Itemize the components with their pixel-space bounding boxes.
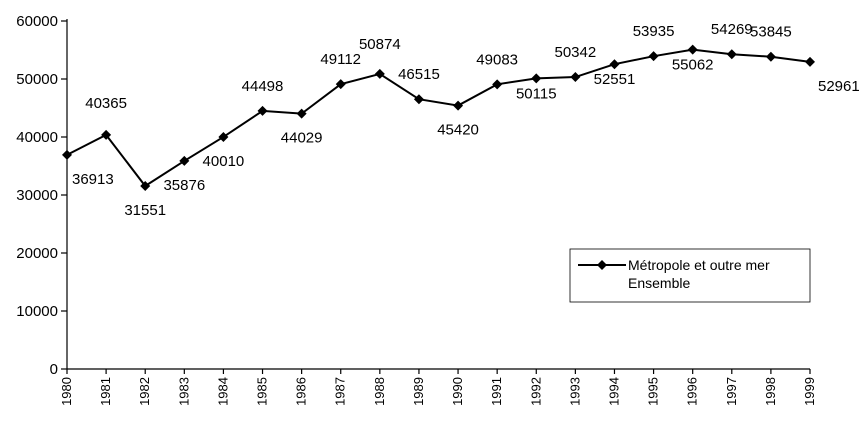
x-tick-label: 1986 (294, 377, 309, 406)
x-tick-label: 1984 (215, 377, 230, 406)
x-tick-label: 1995 (646, 377, 661, 406)
x-tick-label: 1981 (98, 377, 113, 406)
y-tick-label: 0 (50, 361, 58, 378)
data-label: 50342 (555, 44, 597, 61)
data-label: 53935 (633, 23, 675, 40)
data-label: 44029 (281, 130, 323, 147)
data-point-marker (726, 49, 737, 60)
data-label: 50874 (359, 36, 401, 53)
data-point-marker (805, 56, 815, 67)
x-tick-label: 1998 (763, 377, 778, 406)
x-tick-label: 1990 (450, 377, 465, 406)
data-label: 49112 (320, 51, 361, 68)
data-point-marker (296, 108, 307, 119)
x-tick-label: 1991 (489, 377, 504, 406)
legend-box (569, 248, 811, 303)
x-tick-label: 1989 (411, 377, 426, 406)
data-point-marker (687, 44, 698, 55)
data-point-marker (765, 51, 776, 62)
y-tick-label: 30000 (16, 187, 58, 204)
data-point-marker (62, 149, 72, 160)
x-tick-label: 1980 (59, 377, 74, 406)
data-label: 31551 (124, 202, 166, 219)
data-point-marker (257, 105, 268, 116)
data-label: 40365 (85, 95, 127, 112)
data-point-marker (218, 131, 229, 142)
legend-label: Métropole et outre mer (628, 257, 770, 273)
data-point-marker (101, 129, 112, 140)
data-point-marker (648, 51, 659, 62)
data-labels-layer: 36913 40365 31551 35876 40010 44498 44029 49112… (72, 21, 860, 219)
x-tick-label: 1993 (567, 377, 582, 406)
data-point-marker (335, 79, 346, 90)
data-point-marker (492, 79, 503, 90)
x-tick-label: 1996 (685, 377, 700, 406)
x-tick-label: 1988 (372, 377, 387, 406)
y-tick-label: 60000 (16, 13, 58, 30)
data-point-marker (374, 68, 385, 79)
y-tick-label: 20000 (16, 245, 58, 262)
legend-label: Ensemble (628, 275, 690, 291)
y-tick-label: 10000 (16, 303, 58, 320)
data-label: 49083 (476, 51, 518, 68)
x-tick-label: 1997 (724, 377, 739, 406)
x-tick-label: 1983 (176, 377, 191, 406)
y-tick-label: 40000 (16, 129, 58, 146)
data-label: 52551 (594, 71, 636, 88)
data-point-marker (413, 94, 424, 105)
x-tick-label: 1987 (333, 377, 348, 406)
data-label: 53845 (750, 24, 792, 41)
series-line (66, 48, 811, 188)
x-tick-label: 1985 (255, 377, 270, 406)
data-label: 35876 (163, 177, 205, 194)
data-label: 40010 (203, 153, 245, 170)
x-tick-label: 1992 (528, 377, 543, 406)
data-point-marker (140, 181, 151, 192)
data-label: 50115 (516, 85, 557, 102)
data-label: 36913 (72, 171, 114, 188)
data-point-marker (179, 155, 190, 166)
data-point-marker (531, 73, 542, 84)
x-tick-label: 1994 (606, 377, 621, 406)
data-label: 52961 (818, 78, 860, 95)
data-label: 54269 (711, 21, 753, 38)
y-tick-label: 50000 (16, 71, 58, 88)
data-label: 45420 (437, 122, 479, 139)
legend: Métropole et outre mer Ensemble (569, 248, 811, 303)
data-point-marker (609, 59, 620, 70)
data-point-marker (453, 100, 464, 111)
data-point-marker (570, 72, 581, 83)
data-label: 44498 (242, 78, 284, 95)
data-label: 46515 (398, 66, 440, 83)
x-tick-label: 1999 (802, 377, 817, 406)
legend-marker-icon (597, 260, 607, 270)
series-layer (62, 44, 815, 192)
data-label: 55062 (672, 57, 714, 74)
x-tick-label: 1982 (137, 377, 152, 406)
axes: 0 10000 20000 30000 40000 50000 60000 1980 1981 1… (16, 13, 817, 406)
